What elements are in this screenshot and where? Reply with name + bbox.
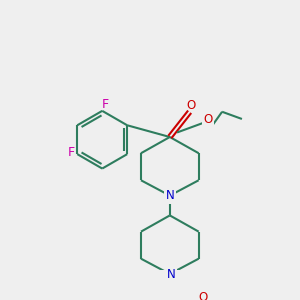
Text: F: F [68,146,74,159]
Text: N: N [167,268,176,281]
Text: N: N [166,189,174,202]
Text: F: F [101,98,109,111]
Text: O: O [199,291,208,300]
Text: O: O [186,99,195,112]
Text: O: O [203,113,212,126]
